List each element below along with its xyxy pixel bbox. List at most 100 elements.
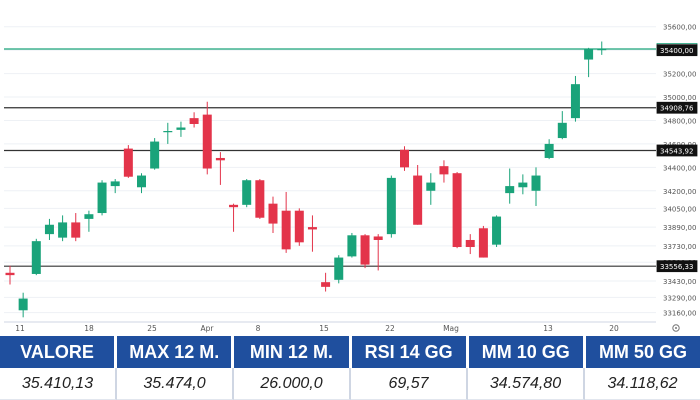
candle-body-27 bbox=[360, 235, 370, 265]
price-tag-4: 33556,33 bbox=[656, 260, 698, 273]
candle-body-24 bbox=[321, 282, 331, 287]
value-max-12m: 35.474,0 bbox=[117, 368, 234, 400]
chart-canvas: 35600,00 35400,00 35200,00 35000,00 34800,00… bbox=[4, 24, 698, 333]
candle-15 bbox=[202, 101, 212, 175]
x-tick-label-4: 8 bbox=[256, 324, 261, 333]
candle-body-2 bbox=[31, 241, 41, 274]
candle-22 bbox=[294, 208, 304, 246]
candle-4 bbox=[58, 215, 68, 242]
candle-body-43 bbox=[570, 84, 580, 119]
y-tick-label-13: 33290,00 bbox=[663, 294, 696, 302]
candle-27 bbox=[360, 234, 370, 269]
candle-33 bbox=[439, 160, 449, 183]
candle-body-33 bbox=[439, 166, 449, 175]
x-tick-label-2: 25 bbox=[147, 324, 157, 333]
value-mm-10gg: 34.574,80 bbox=[468, 368, 585, 400]
candle-body-30 bbox=[400, 149, 409, 168]
y-tick-label-14: 33160,00 bbox=[663, 310, 696, 318]
candle-body-19 bbox=[255, 180, 265, 218]
header-mm-10gg: MM 10 GG bbox=[468, 336, 586, 368]
stats-header-row: VALORE MAX 12 M. MIN 12 M. RSI 14 GG MM … bbox=[0, 336, 700, 368]
candle-37 bbox=[492, 215, 502, 248]
candle-16 bbox=[215, 152, 225, 185]
gear-icon[interactable] bbox=[672, 324, 680, 332]
candle-body-17 bbox=[229, 204, 239, 208]
price-tag-bg-3 bbox=[656, 144, 698, 157]
price-tag-label-4: 33556,33 bbox=[660, 263, 693, 271]
candle-13 bbox=[176, 121, 186, 137]
candle-body-23 bbox=[307, 227, 317, 230]
candle-45 bbox=[597, 41, 607, 55]
candle-body-12 bbox=[163, 131, 173, 133]
candle-19 bbox=[255, 179, 265, 219]
price-tag-1: 35400,00 bbox=[656, 44, 698, 57]
candle-21 bbox=[281, 191, 291, 253]
candle-36 bbox=[478, 225, 488, 258]
value-rsi-14gg: 69,57 bbox=[351, 368, 468, 400]
x-tick-label-5: 15 bbox=[319, 324, 329, 333]
x-tick-label-1: 18 bbox=[84, 324, 94, 333]
price-tag-3: 34543,92 bbox=[656, 144, 698, 157]
candle-0 bbox=[5, 265, 15, 285]
candle-11 bbox=[150, 138, 160, 170]
candle-body-18 bbox=[242, 180, 252, 205]
candle-body-41 bbox=[544, 143, 554, 158]
candle-body-28 bbox=[373, 236, 383, 240]
candle-42 bbox=[557, 111, 567, 140]
candle-body-42 bbox=[557, 122, 567, 139]
candle-body-32 bbox=[426, 182, 436, 191]
price-tag-bg-1 bbox=[656, 44, 698, 57]
x-tick-label-9: 20 bbox=[609, 324, 619, 333]
candle-28 bbox=[373, 234, 383, 271]
candle-body-31 bbox=[413, 175, 423, 225]
candle-41 bbox=[544, 139, 554, 160]
candle-body-21 bbox=[281, 210, 291, 250]
value-valore: 35.410,13 bbox=[0, 368, 117, 400]
candle-body-3 bbox=[44, 224, 54, 235]
x-tick-label-8: 13 bbox=[543, 324, 553, 333]
candle-32 bbox=[426, 173, 436, 205]
candle-body-20 bbox=[268, 203, 278, 224]
candle-body-38 bbox=[505, 186, 515, 194]
candle-body-13 bbox=[176, 127, 186, 130]
y-tick-label-2: 35200,00 bbox=[663, 71, 696, 79]
x-tick-label-7: Mag bbox=[443, 324, 459, 333]
candle-body-35 bbox=[465, 239, 475, 248]
candle-body-45 bbox=[597, 49, 607, 51]
price-tag-2: 34908,76 bbox=[656, 101, 698, 114]
candle-26 bbox=[347, 232, 357, 258]
y-tick-label-0: 35600,00 bbox=[663, 24, 696, 32]
candle-body-26 bbox=[347, 235, 357, 257]
candle-body-22 bbox=[294, 210, 304, 243]
candle-30 bbox=[400, 146, 409, 171]
header-max-12m: MAX 12 M. bbox=[117, 336, 235, 368]
value-mm-50gg: 34.118,62 bbox=[585, 368, 700, 400]
candle-2 bbox=[31, 238, 41, 276]
candle-body-5 bbox=[71, 222, 81, 238]
y-tick-label-6: 34400,00 bbox=[663, 164, 696, 172]
gear-icon-ring bbox=[672, 324, 680, 332]
header-rsi-14gg: RSI 14 GG bbox=[351, 336, 469, 368]
candle-body-39 bbox=[518, 182, 528, 188]
candle-18 bbox=[242, 179, 252, 208]
candle-10 bbox=[137, 173, 146, 194]
candle-44 bbox=[584, 47, 594, 78]
price-tag-label-1: 35400,00 bbox=[660, 47, 693, 55]
price-tag-bg-2 bbox=[656, 101, 698, 114]
x-tick-label-6: 22 bbox=[385, 324, 395, 333]
candle-body-8 bbox=[110, 181, 120, 187]
candle-7 bbox=[97, 180, 107, 216]
candle-43 bbox=[570, 75, 580, 122]
candle-body-16 bbox=[215, 157, 225, 161]
candle-body-36 bbox=[478, 228, 488, 258]
y-tick-label-3: 35000,00 bbox=[663, 94, 696, 102]
header-valore: VALORE bbox=[0, 336, 118, 368]
candle-35 bbox=[465, 234, 475, 255]
price-tag-bg-4 bbox=[656, 260, 698, 273]
price-tag-label-3: 34543,92 bbox=[660, 147, 693, 155]
candle-34 bbox=[452, 172, 462, 249]
candle-23 bbox=[307, 215, 317, 252]
candle-body-0 bbox=[5, 272, 15, 276]
candle-40 bbox=[531, 167, 541, 207]
candle-body-44 bbox=[584, 49, 594, 60]
